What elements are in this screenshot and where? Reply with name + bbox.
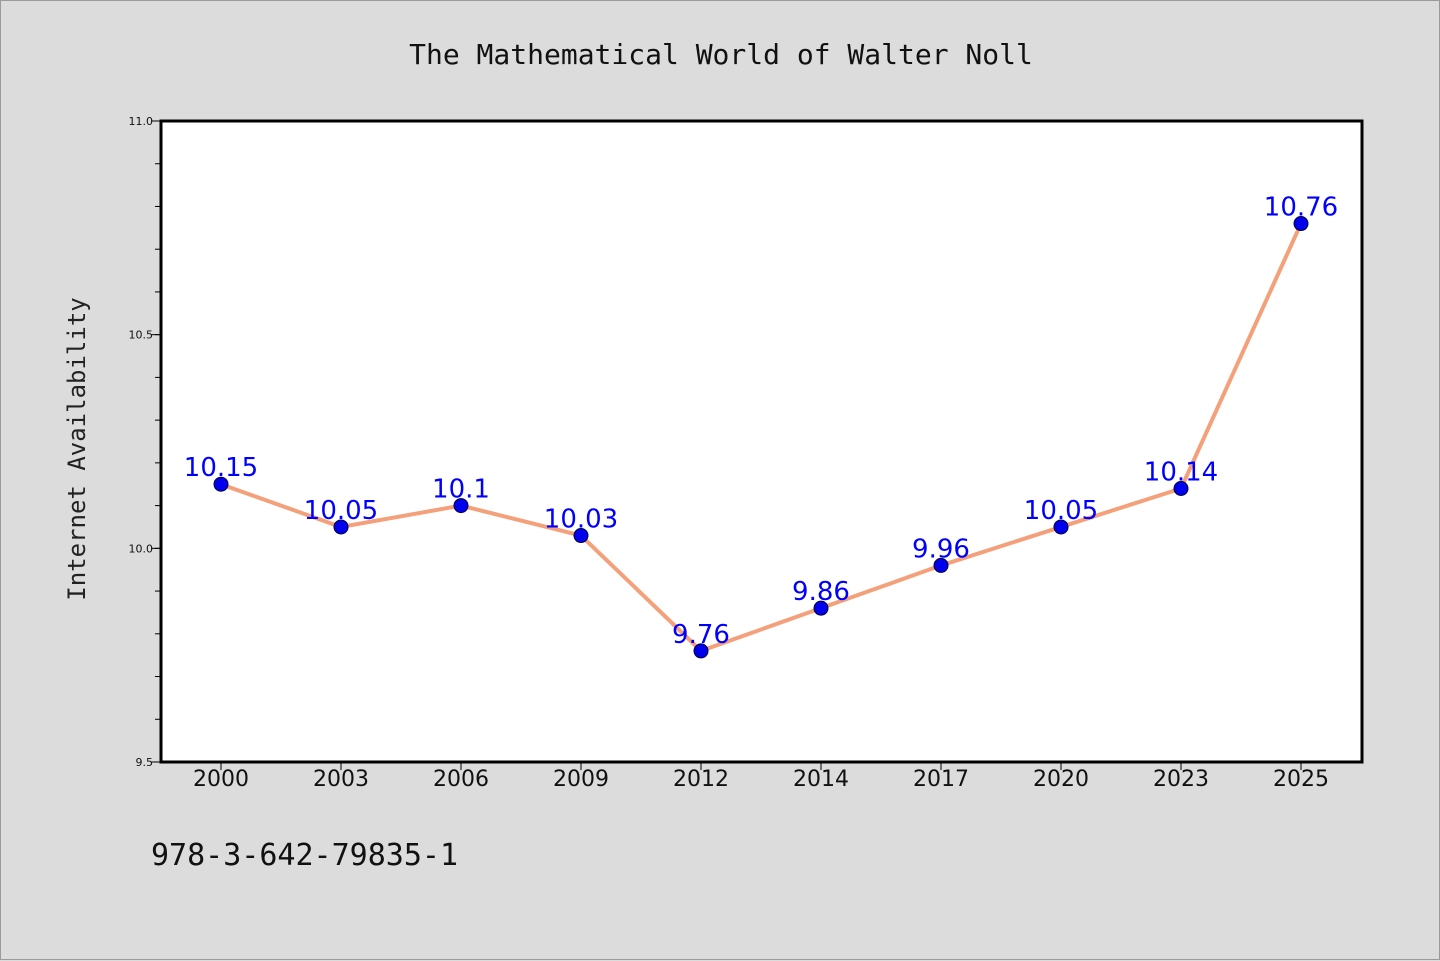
data-point <box>1173 481 1189 497</box>
data-point <box>933 557 949 573</box>
footer-isbn: 978-3-642-79835-1 <box>151 838 458 873</box>
series-line <box>219 221 1303 653</box>
y-axis-ticks: 9.5 10.0 10.5 11.0 <box>129 115 161 769</box>
data-label: 10.05 <box>304 496 378 526</box>
data-label: 10.15 <box>184 453 258 483</box>
data-label: 10.76 <box>1264 193 1338 223</box>
data-point <box>1293 216 1309 232</box>
x-tick-label: 2025 <box>1273 767 1329 792</box>
x-tick-label: 2003 <box>313 767 369 792</box>
data-point <box>453 498 469 514</box>
data-point <box>573 528 589 544</box>
x-tick-label: 2012 <box>673 767 729 792</box>
data-label: 10.03 <box>544 505 618 535</box>
data-point <box>813 600 829 616</box>
y-tick-label: 9.5 <box>136 756 154 769</box>
data-point <box>213 476 229 492</box>
x-tick-label: 2006 <box>433 767 489 792</box>
data-point <box>693 643 709 659</box>
series-layer <box>213 216 1309 659</box>
data-labels-layer: 10.15 10.05 10.1 10.03 9.76 9.86 9.96 10.05 10.1… <box>184 193 1338 650</box>
data-label: 9.76 <box>672 620 730 650</box>
x-tick-label: 2023 <box>1153 767 1209 792</box>
x-axis-ticks: 2000 2003 2006 2009 2012 2014 2017 2020 2023 2025 <box>193 762 1329 792</box>
x-tick-label: 2014 <box>793 767 849 792</box>
plot-area <box>159 119 1364 764</box>
data-label: 10.14 <box>1144 458 1218 488</box>
y-tick-label: 10.0 <box>129 542 154 555</box>
x-tick-label: 2017 <box>913 767 969 792</box>
data-label: 9.86 <box>792 577 850 607</box>
x-tick-label: 2009 <box>553 767 609 792</box>
y-tick-label: 10.5 <box>129 329 154 342</box>
y-tick-label: 11.0 <box>129 115 154 128</box>
x-tick-label: 2000 <box>193 767 249 792</box>
data-label: 10.05 <box>1024 496 1098 526</box>
data-point <box>333 519 349 535</box>
data-point <box>1053 519 1069 535</box>
data-label: 9.96 <box>912 534 970 564</box>
chart-title: The Mathematical World of Walter Noll <box>409 38 1033 71</box>
data-label: 10.1 <box>432 475 490 505</box>
x-tick-label: 2020 <box>1033 767 1089 792</box>
y-axis-label: Internet Availability <box>63 297 91 600</box>
